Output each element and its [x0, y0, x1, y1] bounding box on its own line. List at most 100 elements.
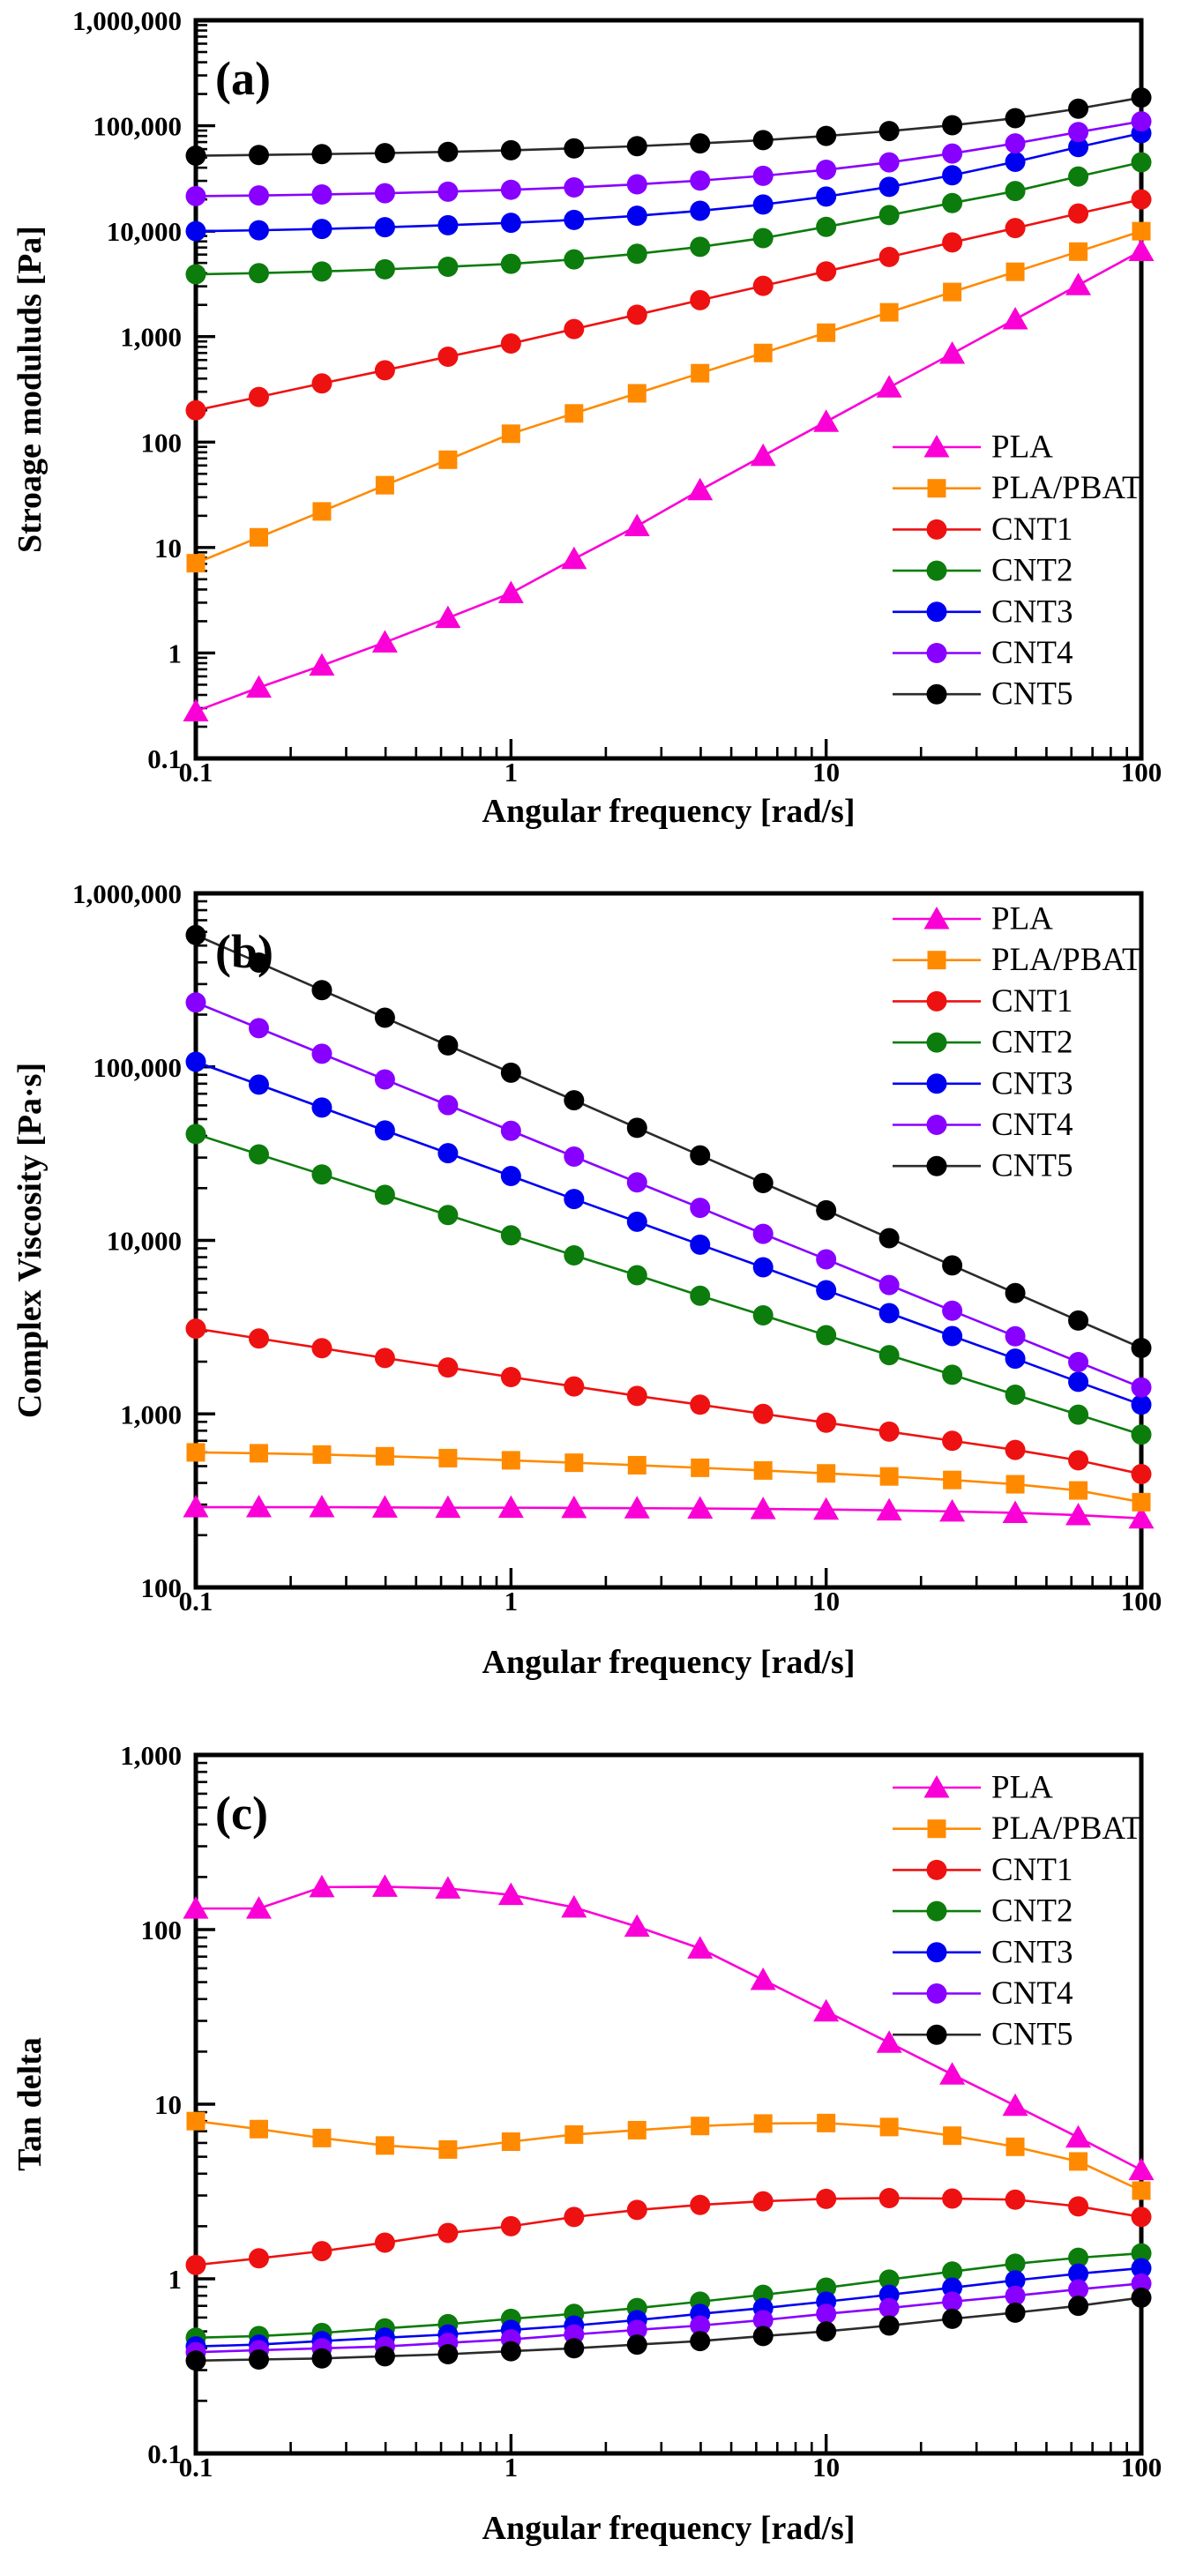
data-point: [879, 2117, 899, 2137]
legend-marker: [923, 907, 950, 930]
data-point: [248, 185, 269, 206]
series-line: [195, 2282, 1142, 2354]
legend-item-CNT2: CNT2: [893, 1893, 1073, 1930]
y-tick-label: 100: [141, 427, 183, 458]
legend-item-CNT3: CNT3: [893, 1065, 1073, 1101]
data-point: [1131, 1424, 1152, 1445]
series-CNT4: [185, 992, 1152, 1398]
data-point: [185, 146, 206, 167]
y-tick-label: 1,000,000: [72, 5, 182, 36]
data-point: [186, 554, 206, 573]
data-point: [752, 228, 774, 249]
data-point: [752, 2326, 774, 2347]
x-axis-title: Angular frequency [rad/s]: [482, 793, 856, 830]
data-point: [437, 141, 459, 162]
data-point: [1068, 2247, 1089, 2268]
legend-item-CNT5: CNT5: [893, 1148, 1073, 1184]
data-point: [564, 318, 585, 340]
data-point: [311, 219, 333, 240]
data-point: [943, 1470, 962, 1490]
data-point: [687, 1496, 714, 1519]
series-line: [195, 934, 1142, 1349]
data-point: [878, 246, 900, 267]
data-point: [690, 133, 711, 154]
x-tick-label: 0.1: [179, 2452, 213, 2483]
data-point: [813, 1998, 840, 2022]
data-point: [245, 1495, 272, 1518]
data-point: [752, 1403, 774, 1424]
data-point: [942, 143, 963, 164]
data-point: [437, 214, 459, 235]
x-tick-label: 100: [1121, 2452, 1162, 2483]
legend-item-CNT1: CNT1: [893, 511, 1073, 548]
data-point: [437, 1357, 459, 1378]
data-point: [374, 360, 395, 381]
data-point: [939, 1498, 966, 1522]
series-line: [195, 1060, 1142, 1407]
data-point: [1131, 2243, 1152, 2264]
data-point: [1131, 2258, 1152, 2279]
data-point: [1005, 2285, 1026, 2306]
legend-marker: [923, 435, 950, 458]
data-point: [185, 185, 206, 206]
legend-label: CNT2: [991, 1893, 1073, 1930]
y-tick-label: 1,000: [120, 322, 182, 353]
legend: PLA PLA/PBAT CNT1 CNT2 CNT3 CNT4 CNT5: [893, 1770, 1142, 2053]
data-point: [497, 580, 524, 603]
legend-item-CNT5: CNT5: [893, 676, 1073, 713]
data-point: [438, 1448, 458, 1467]
data-point: [752, 194, 774, 215]
series-CNT1: [185, 2187, 1152, 2275]
data-point: [1068, 122, 1089, 143]
data-point: [690, 289, 711, 310]
data-point: [186, 1443, 206, 1462]
data-point: [1068, 1371, 1089, 1393]
data-point: [564, 1146, 585, 1167]
data-point: [939, 2062, 966, 2085]
series-PLA: [183, 238, 1155, 722]
legend-label: PLA/PBAT: [991, 942, 1142, 978]
legend-label: CNT5: [991, 2017, 1073, 2053]
data-point: [564, 138, 585, 159]
y-tick-label: 1,000: [120, 1740, 182, 1771]
data-point: [691, 2117, 710, 2136]
data-point: [690, 1234, 711, 1255]
series-PLA/PBAT: [186, 1443, 1151, 1512]
x-tick-label: 1: [505, 2452, 519, 2483]
data-point: [1005, 1325, 1026, 1347]
data-point: [248, 220, 269, 241]
data-point: [249, 2119, 268, 2139]
series-PLA/PBAT: [186, 221, 1151, 573]
data-point: [879, 302, 899, 322]
data-point: [1065, 1503, 1092, 1526]
data-point: [1005, 1439, 1026, 1460]
series-line: [195, 1327, 1142, 1475]
y-axis: 1,000,000 100,000 10,000 1,000 100: [72, 878, 215, 1603]
legend-item-PLA/PBAT: PLA/PBAT: [893, 942, 1142, 978]
data-point: [816, 261, 837, 282]
data-point: [435, 1876, 461, 1899]
x-tick-label: 1: [505, 757, 519, 788]
data-point: [816, 216, 837, 237]
data-point: [816, 2303, 837, 2325]
data-point: [311, 980, 333, 1001]
data-point: [564, 1090, 585, 1111]
data-point: [878, 176, 900, 198]
data-point: [1068, 2196, 1089, 2217]
data-point: [375, 1446, 394, 1466]
legend-item-CNT2: CNT2: [893, 1025, 1073, 1061]
data-point: [564, 249, 585, 270]
legend-item-CNT1: CNT1: [893, 983, 1073, 1019]
data-point: [185, 264, 206, 285]
legend-label: CNT1: [991, 511, 1073, 548]
data-point: [185, 220, 206, 242]
y-tick-label: 100,000: [93, 111, 182, 142]
data-point: [878, 2187, 900, 2208]
data-point: [185, 924, 206, 945]
data-point: [816, 1280, 837, 1301]
x-tick-label: 10: [812, 757, 840, 788]
data-point: [627, 2120, 647, 2139]
data-point: [564, 209, 585, 230]
legend-label: PLA/PBAT: [991, 1811, 1142, 1847]
